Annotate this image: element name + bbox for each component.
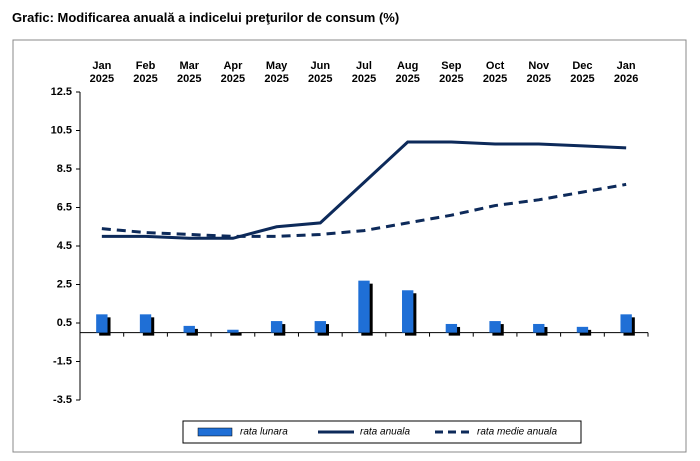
bar — [445, 323, 458, 333]
bar — [227, 329, 239, 333]
bar — [139, 314, 152, 333]
line — [101, 182, 627, 238]
line — [101, 140, 627, 240]
bar — [576, 326, 589, 333]
y-tick-label: 0.5 — [57, 317, 72, 329]
bar — [358, 280, 370, 333]
bar — [270, 321, 283, 333]
legend-label: rata anuala — [360, 427, 410, 438]
x-tick-label: Jul 2025 — [351, 60, 377, 85]
y-tick-label: 4.5 — [57, 240, 72, 252]
x-tick-label: Jan 2025 — [89, 60, 115, 85]
bar — [402, 290, 414, 333]
x-tick-label: Apr 2025 — [220, 60, 246, 85]
x-tick-label: Nov 2025 — [526, 60, 551, 85]
bar-shadow — [230, 332, 242, 336]
x-tick-label: May 2025 — [264, 60, 289, 85]
bar — [183, 325, 195, 333]
chart-title: Grafic: Modificarea anuală a indicelui p… — [12, 10, 400, 25]
y-tick-label: 10.5 — [51, 124, 72, 136]
legend-frame — [182, 420, 582, 444]
y-tick-label: 12.5 — [51, 86, 72, 98]
x-tick-label: Mar 2025 — [176, 60, 202, 85]
x-tick-label: Oct 2025 — [482, 60, 508, 85]
chart-frame — [12, 39, 687, 453]
x-tick-label: Dec 2025 — [570, 60, 595, 85]
legend-label: rata lunara — [240, 427, 288, 438]
bar — [96, 314, 108, 333]
bar-shadow — [579, 329, 592, 336]
bar — [489, 321, 501, 333]
legend-label: rata medie anuala — [477, 427, 557, 438]
bar — [620, 314, 632, 333]
bar — [314, 321, 326, 333]
bar — [533, 323, 545, 333]
y-tick-label: 6.5 — [57, 201, 72, 213]
y-tick-label: 8.5 — [57, 163, 72, 175]
y-tick-label: -3.5 — [53, 394, 72, 406]
y-tick-label: 2.5 — [57, 278, 72, 290]
legend-swatch — [197, 427, 233, 437]
x-tick-label: Feb 2025 — [133, 60, 158, 85]
x-tick-label: Aug 2025 — [395, 60, 420, 85]
x-tick-label: Sep 2025 — [439, 60, 464, 85]
y-tick-label: -1.5 — [53, 355, 72, 367]
x-tick-label: Jun 2025 — [308, 60, 333, 85]
x-tick-label: Jan 2026 — [613, 60, 639, 85]
